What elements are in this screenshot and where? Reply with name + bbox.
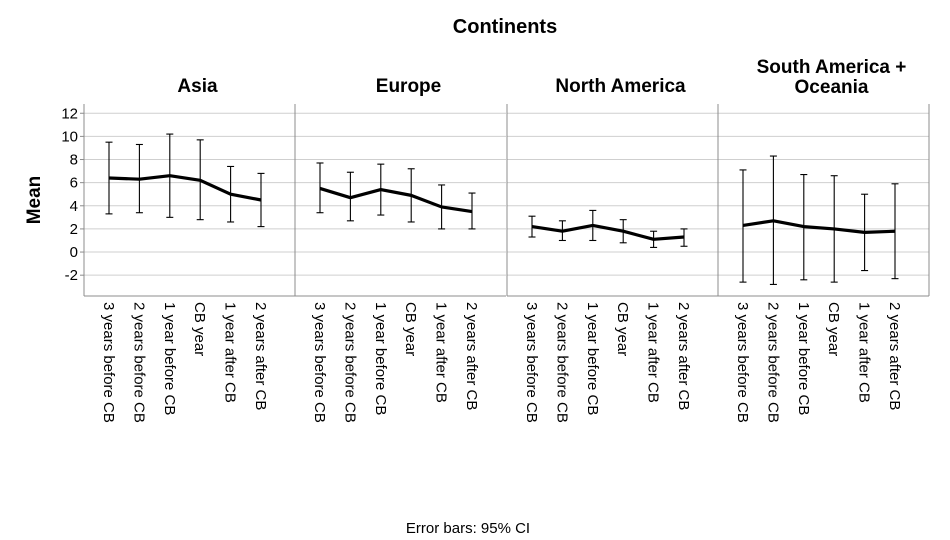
chart-title: Continents [453, 16, 557, 38]
y-tick-label: 2 [70, 221, 78, 238]
x-tick-label: CB year [402, 302, 419, 356]
x-tick-label: 2 years after CB [252, 302, 269, 410]
x-tick-label: 1 year before CB [161, 302, 178, 415]
x-tick-label: 3 years before CB [100, 302, 117, 423]
y-tick-label: 8 [70, 152, 78, 169]
y-axis-label: Mean [24, 176, 45, 225]
x-tick-label: 2 years before CB [341, 302, 358, 423]
mean-line [742, 219, 896, 234]
x-tick-label: 1 year after CB [222, 302, 239, 403]
panel-title: North America [555, 76, 686, 97]
panel-3: South America + Oceania 3 years before CB 2… [717, 57, 930, 423]
error-bars-note: Error bars: 95% CI [406, 520, 530, 537]
y-tick-label: 10 [61, 128, 78, 145]
panel-title: Asia [177, 76, 218, 97]
mean-line [108, 174, 262, 202]
x-tick-label: CB year [191, 302, 208, 356]
panel-2: North America 3 years before CB 2 years be… [506, 76, 718, 423]
x-tick-label: 1 year before CB [584, 302, 601, 415]
mean-line [531, 223, 685, 241]
y-tick-label: 4 [70, 198, 78, 215]
x-tick-label: 2 years after CB [886, 302, 903, 410]
y-tick-label: 6 [70, 175, 78, 192]
panel-0: Asia 3 years before CB 2 years before CB 1 … [80, 76, 295, 423]
y-tick-label: 0 [70, 244, 78, 261]
x-tick-label: 1 year before CB [372, 302, 389, 415]
mean-line [319, 186, 473, 214]
panel-title-line: South America + [757, 57, 907, 78]
x-tick-label: 1 year after CB [856, 302, 873, 403]
panel-title-line: Oceania [795, 77, 869, 98]
x-tick-label: 2 years before CB [130, 302, 147, 423]
x-tick-label: 1 year before CB [795, 302, 812, 415]
panel-title: South America + Oceania [757, 57, 907, 98]
x-tick-label: 2 years before CB [764, 302, 781, 423]
x-tick-label: CB year [825, 302, 842, 356]
y-tick-label: 12 [61, 105, 78, 122]
panel-title: Europe [376, 76, 441, 97]
x-tick-label: 2 years after CB [675, 302, 692, 410]
panels: -2 0 2 4 6 8 10 12 Asia 3 years before CB 2 years … [61, 57, 930, 423]
panel-1: Europe 3 years before CB 2 years before CB… [294, 76, 506, 423]
x-tick-label: 1 year after CB [645, 302, 662, 403]
x-tick-label: CB year [614, 302, 631, 356]
x-tick-label: 3 years before CB [734, 302, 751, 423]
x-tick-label: 2 years after CB [463, 302, 480, 410]
x-tick-label: 3 years before CB [311, 302, 328, 423]
x-tick-label: 3 years before CB [523, 302, 540, 423]
x-tick-label: 2 years before CB [553, 302, 570, 423]
y-tick-label: -2 [65, 267, 78, 284]
x-tick-label: 1 year after CB [433, 302, 450, 403]
